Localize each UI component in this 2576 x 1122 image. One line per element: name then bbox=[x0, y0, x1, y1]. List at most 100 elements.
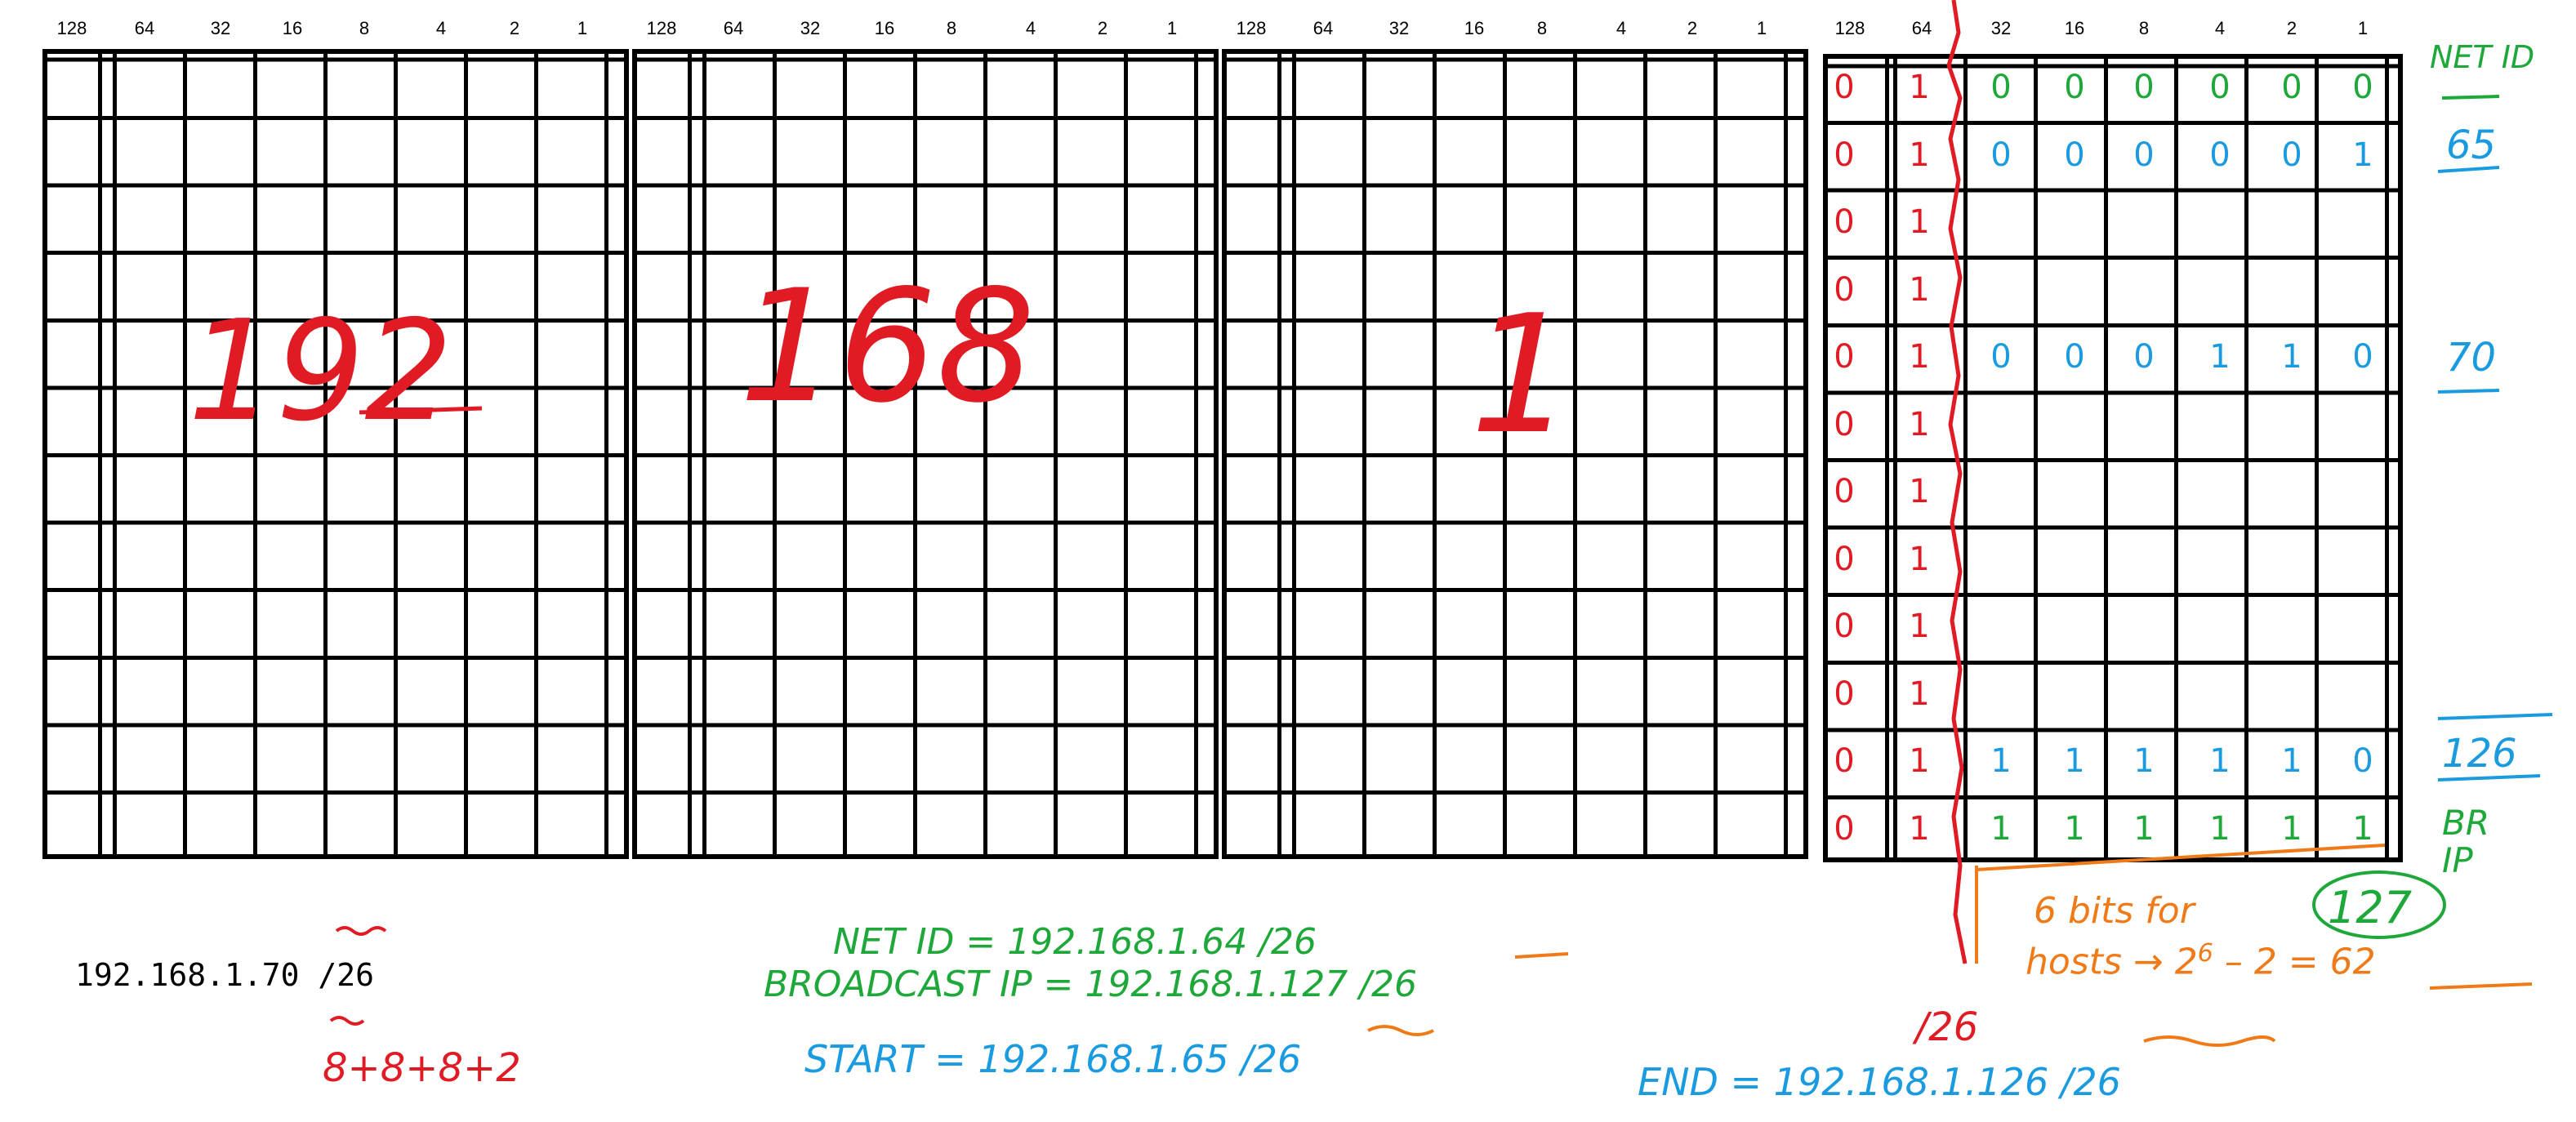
bit-128-value: 0 bbox=[1834, 136, 1855, 174]
bit-header-16: 16 bbox=[2064, 18, 2085, 38]
host-bit-value: 1 bbox=[2133, 742, 2155, 781]
bit-64-value: 1 bbox=[1909, 473, 1930, 511]
bit-64-value: 1 bbox=[1909, 675, 1930, 713]
label-underline-62 bbox=[2429, 982, 2533, 990]
host-bit-value: 0 bbox=[2064, 136, 2085, 174]
bit-header-64: 64 bbox=[1313, 18, 1334, 38]
bit-header-64: 64 bbox=[1911, 18, 1932, 38]
bit-128-value: 0 bbox=[1834, 608, 1855, 646]
hosts-formula: hosts → 26 – 2 = 62 bbox=[2026, 939, 2376, 983]
bit-header-1: 1 bbox=[1166, 18, 1178, 38]
broadcast-value-circled: 127 bbox=[2328, 882, 2413, 933]
bit-128-value: 0 bbox=[1834, 675, 1855, 713]
bit-128-value: 0 bbox=[1834, 405, 1855, 443]
host-bit-value: 1 bbox=[1990, 742, 2012, 781]
host-bit-value: 0 bbox=[2209, 136, 2231, 174]
row-65-label: 65 bbox=[2446, 122, 2497, 168]
octet-2-value: 168 bbox=[739, 256, 1036, 437]
bit-128-value: 0 bbox=[1834, 69, 1855, 107]
host-bit-value: 1 bbox=[2352, 136, 2373, 174]
net-id-note: NET ID = 192.168.1.64 /26 bbox=[833, 921, 1317, 963]
host-bit-value: 1 bbox=[2064, 809, 2085, 848]
bit-header-128: 128 bbox=[1834, 18, 1865, 38]
octet-2-grid bbox=[632, 49, 1219, 859]
bit-64-value: 1 bbox=[1909, 270, 1930, 309]
bit-header-64: 64 bbox=[134, 18, 155, 38]
host-bit-value: 1 bbox=[2209, 742, 2231, 781]
prefix-mark: /26 bbox=[1915, 1004, 1979, 1050]
bit-64-value: 1 bbox=[1909, 338, 1930, 376]
bit-header-2: 2 bbox=[2286, 18, 2297, 38]
bit-64-value: 1 bbox=[1909, 540, 1930, 578]
host-bit-value: 1 bbox=[2352, 809, 2373, 848]
bit-header-8: 8 bbox=[946, 18, 957, 38]
bit-header-4: 4 bbox=[1616, 18, 1627, 38]
host-bit-value: 1 bbox=[2209, 809, 2231, 848]
label-underline-70 bbox=[2437, 389, 2500, 394]
octet-1-value: 192 bbox=[188, 291, 453, 452]
octet-4-grid bbox=[1823, 54, 2403, 862]
underline-start-65 bbox=[1367, 1025, 1434, 1036]
host-bit-value: 0 bbox=[2133, 136, 2155, 174]
row-70-label: 70 bbox=[2446, 335, 2497, 381]
hosts-formula-suffix: – 2 = 62 bbox=[2213, 941, 2376, 983]
bit-header-2: 2 bbox=[1687, 18, 1698, 38]
host-bit-value: 1 bbox=[2281, 742, 2302, 781]
octet-3-grid bbox=[1222, 49, 1808, 859]
bit-header-8: 8 bbox=[1536, 18, 1548, 38]
bit-header-8: 8 bbox=[359, 18, 370, 38]
host-bit-value: 1 bbox=[1990, 809, 2012, 848]
host-bit-value: 0 bbox=[2064, 69, 2085, 107]
bit-128-value: 0 bbox=[1834, 473, 1855, 511]
host-bit-value: 1 bbox=[2281, 338, 2302, 376]
bit-header-32: 32 bbox=[1990, 18, 2012, 38]
bit-128-value: 0 bbox=[1834, 809, 1855, 848]
bit-64-value: 1 bbox=[1909, 809, 1930, 848]
host-bit-value: 1 bbox=[2064, 742, 2085, 781]
host-bit-value: 0 bbox=[2352, 742, 2373, 781]
bit-128-value: 0 bbox=[1834, 338, 1855, 376]
host-bit-value: 0 bbox=[2281, 136, 2302, 174]
bit-header-32: 32 bbox=[800, 18, 821, 38]
broadcast-row-label: BR IP bbox=[2442, 803, 2489, 881]
hosts-formula-exponent: 6 bbox=[2197, 939, 2213, 968]
start-note: START = 192.168.1.65 /26 bbox=[804, 1037, 1302, 1081]
bit-header-128: 128 bbox=[646, 18, 677, 38]
end-note: END = 192.168.1.126 /26 bbox=[1638, 1060, 2121, 1104]
bit-header-4: 4 bbox=[2214, 18, 2226, 38]
underline-end-126 bbox=[2143, 1035, 2276, 1047]
host-bit-value: 0 bbox=[1990, 69, 2012, 107]
host-bits-note: 6 bits for bbox=[2034, 890, 2195, 932]
bit-header-4: 4 bbox=[1025, 18, 1036, 38]
bit-64-value: 1 bbox=[1909, 69, 1930, 107]
host-bit-value: 1 bbox=[2209, 338, 2231, 376]
bit-64-value: 1 bbox=[1909, 136, 1930, 174]
bit-header-1: 1 bbox=[1756, 18, 1767, 38]
bit-128-value: 0 bbox=[1834, 540, 1855, 578]
squiggle-8 bbox=[329, 1016, 365, 1026]
bit-128-value: 0 bbox=[1834, 742, 1855, 781]
host-bit-value: 0 bbox=[2281, 69, 2302, 107]
host-bit-value: 0 bbox=[1990, 338, 2012, 376]
bit-header-2: 2 bbox=[1097, 18, 1108, 38]
host-bit-value: 0 bbox=[2064, 338, 2085, 376]
octet-1-grid bbox=[42, 49, 629, 859]
bit-header-64: 64 bbox=[723, 18, 744, 38]
bit-header-1: 1 bbox=[577, 18, 588, 38]
bit-64-value: 1 bbox=[1909, 608, 1930, 646]
bit-header-16: 16 bbox=[1464, 18, 1485, 38]
ip-address: 192.168.1.70 /26 bbox=[75, 957, 375, 993]
bit-128-value: 0 bbox=[1834, 270, 1855, 309]
host-bit-value: 0 bbox=[2209, 69, 2231, 107]
underline-broadcast-127 bbox=[1514, 952, 1569, 959]
bit-64-value: 1 bbox=[1909, 405, 1930, 443]
label-underline-netid bbox=[2441, 95, 2500, 100]
prefix-sum: 8+8+8+2 bbox=[323, 1045, 521, 1091]
bit-64-value: 1 bbox=[1909, 203, 1930, 242]
bit-header-16: 16 bbox=[874, 18, 895, 38]
bit-header-8: 8 bbox=[2138, 18, 2150, 38]
bit-header-2: 2 bbox=[509, 18, 520, 38]
hosts-formula-prefix: hosts → 2 bbox=[2026, 941, 2198, 983]
bit-128-value: 0 bbox=[1834, 203, 1855, 242]
label-underline-126-top bbox=[2437, 713, 2553, 720]
